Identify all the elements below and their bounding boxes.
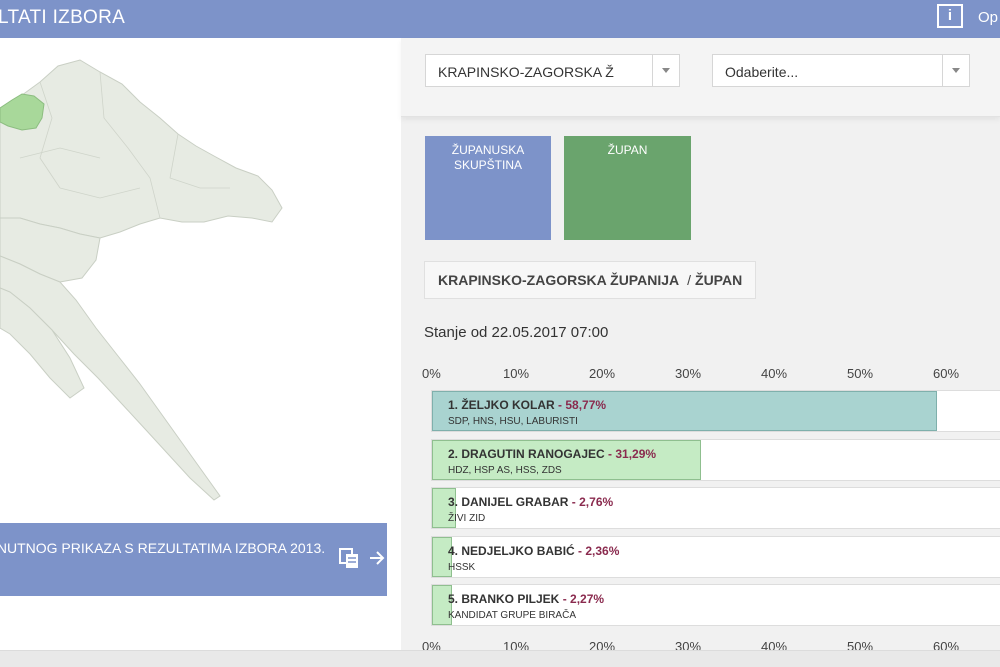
candidate-name-text: 1. ŽELJKO KOLAR — [448, 398, 555, 412]
chevron-down-icon — [952, 68, 960, 73]
map-region-highlighted[interactable] — [0, 93, 45, 131]
candidate-percentage: - 2,76% — [568, 495, 614, 509]
breadcrumb: KRAPINSKO-ZAGORSKA ŽUPANIJA / ŽUPAN — [424, 261, 757, 299]
header-right-label[interactable]: Op — [978, 9, 999, 26]
candidate-name: 5. BRANKO PILJEK - 2,27% — [448, 592, 604, 606]
municipality-select[interactable]: Odaberite... — [712, 54, 970, 87]
header-bar: LTATI IZBORA i Op — [0, 0, 1000, 38]
municipality-select-value: Odaberite... — [725, 64, 799, 80]
page-title: LTATI IZBORA — [0, 7, 126, 28]
candidate-name-text: 5. BRANKO PILJEK — [448, 592, 560, 606]
map-panel: NUTNOG PRIKAZA S REZULTATIMA IZBORA 2013… — [0, 38, 401, 666]
banner-text: NUTNOG PRIKAZA S REZULTATIMA IZBORA 2013… — [0, 540, 326, 556]
map-region-islands[interactable] — [0, 287, 85, 399]
county-select[interactable]: KRAPINSKO-ZAGORSKA Ž — [425, 54, 680, 87]
tab-zupanijska-skupstina[interactable]: ŽUPANUSKA SKUPŠTINA — [425, 136, 551, 240]
candidate-party: HDZ, HSP AS, HSS, ZDS — [448, 465, 562, 476]
axis-tick-label: 10% — [503, 366, 530, 381]
county-select-value: KRAPINSKO-ZAGORSKA Ž — [438, 64, 614, 80]
candidate-name-text: 2. DRAGUTIN RANOGAJEC — [448, 447, 605, 461]
chart-axis-top: 0% 10% 20% 30% 40% 50% 60% — [401, 366, 1000, 382]
tile-label: ŽUPAN — [607, 143, 648, 157]
filter-bar: KRAPINSKO-ZAGORSKA Ž Odaberite... — [401, 38, 1000, 117]
candidate-name: 1. ŽELJKO KOLAR - 58,77% — [448, 398, 606, 412]
results-chart: 1. ŽELJKO KOLAR - 58,77% SDP, HNS, HSU, L… — [431, 390, 1000, 634]
status-timestamp: Stanje od 22.05.2017 07:00 — [424, 324, 609, 341]
results-panel: KRAPINSKO-ZAGORSKA Ž Odaberite... ŽUPANU… — [401, 38, 1000, 666]
candidate-row[interactable]: 2. DRAGUTIN RANOGAJEC - 31,29% HDZ, HSP A… — [431, 439, 1000, 481]
candidate-percentage: - 58,77% — [554, 398, 607, 412]
candidate-party: KANDIDAT GRUPE BIRAČA — [448, 610, 576, 621]
candidate-bar — [432, 537, 453, 577]
copy-icon — [339, 548, 358, 568]
candidate-percentage: - 2,36% — [574, 544, 620, 558]
tile-label: ŽUPANUSKA SKUPŠTINA — [451, 143, 525, 172]
breadcrumb-county[interactable]: KRAPINSKO-ZAGORSKA ŽUPANIJA — [438, 272, 680, 288]
candidate-row[interactable]: 1. ŽELJKO KOLAR - 58,77% SDP, HNS, HSU, L… — [431, 390, 1000, 432]
previous-results-banner[interactable]: NUTNOG PRIKAZA S REZULTATIMA IZBORA 2013… — [0, 523, 387, 596]
candidate-bar — [432, 488, 456, 528]
candidate-party: SDP, HNS, HSU, LABURISTI — [448, 416, 578, 427]
axis-tick-label: 30% — [675, 366, 702, 381]
croatia-map[interactable] — [0, 38, 401, 522]
axis-tick-label: 50% — [847, 366, 874, 381]
candidate-row[interactable]: 5. BRANKO PILJEK - 2,27% KANDIDAT GRUPE B… — [431, 584, 1000, 626]
candidate-party: HSSK — [448, 562, 476, 573]
candidate-name-text: 3. DANIJEL GRABAR — [448, 495, 569, 509]
candidate-name: 3. DANIJEL GRABAR - 2,76% — [448, 495, 613, 509]
county-select-toggle[interactable] — [652, 55, 679, 86]
candidate-name-text: 4. NEDJELJKO BABIĆ — [448, 544, 575, 558]
chevron-down-icon — [662, 68, 670, 73]
breadcrumb-separator: / — [687, 272, 692, 288]
axis-tick-label: 60% — [933, 366, 960, 381]
breadcrumb-office: ŽUPAN — [695, 272, 743, 288]
arrow-right-icon — [370, 551, 385, 565]
axis-tick-label: 20% — [589, 366, 616, 381]
map-region-coast[interactable] — [0, 255, 221, 501]
info-button[interactable]: i — [937, 4, 963, 28]
candidate-percentage: - 2,27% — [559, 592, 605, 606]
page-footer-strip — [0, 650, 1000, 667]
axis-tick-label: 40% — [761, 366, 788, 381]
municipality-select-toggle[interactable] — [942, 55, 969, 86]
candidate-percentage: - 31,29% — [604, 447, 657, 461]
candidate-name: 2. DRAGUTIN RANOGAJEC - 31,29% — [448, 447, 656, 461]
candidate-bar — [432, 440, 702, 480]
candidate-row[interactable]: 3. DANIJEL GRABAR - 2,76% ŽIVI ZID — [431, 487, 1000, 529]
tab-zupan[interactable]: ŽUPAN — [564, 136, 691, 240]
candidate-row[interactable]: 4. NEDJELJKO BABIĆ - 2,36% HSSK — [431, 536, 1000, 578]
candidate-name: 4. NEDJELJKO BABIĆ - 2,36% — [448, 544, 619, 558]
axis-tick-label: 0% — [422, 366, 441, 381]
candidate-bar — [432, 391, 938, 431]
candidate-bar — [432, 585, 452, 625]
candidate-party: ŽIVI ZID — [448, 513, 486, 524]
